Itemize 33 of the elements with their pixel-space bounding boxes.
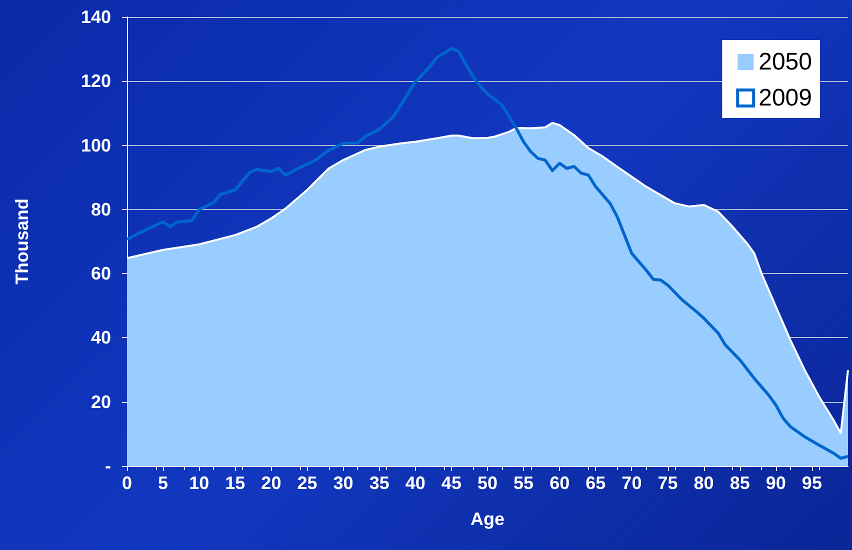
x-tick-label: 50	[477, 473, 498, 493]
x-tick-label: 75	[658, 473, 678, 493]
line-series	[126, 46, 850, 460]
y-tick-label: 120	[80, 71, 111, 92]
y-tick-label: 60	[90, 264, 111, 284]
x-axis-title: Age	[470, 509, 505, 529]
x-tick-label: 25	[297, 473, 318, 493]
y-tick-label: 100	[80, 135, 111, 156]
x-tick-label: 10	[189, 473, 210, 493]
x-tick-label: 95	[802, 473, 822, 493]
x-tick-label: 55	[514, 473, 534, 493]
x-tick-label: 65	[586, 473, 606, 493]
x-tick-label: 30	[333, 473, 354, 493]
y-tick-label: 140	[80, 7, 111, 27]
x-tick-label: 15	[225, 473, 246, 493]
x-tick-label: 90	[766, 473, 786, 493]
x-tick-label: 70	[622, 473, 642, 493]
y-axis-title: Thousand	[12, 198, 32, 284]
x-tick-label: 0	[122, 473, 132, 493]
x-tick-label: 60	[550, 473, 570, 493]
x-tick-label: 85	[730, 473, 750, 493]
x-tick-label: 35	[369, 473, 390, 493]
x-tick-label: 40	[405, 473, 426, 493]
x-tick-label: 80	[694, 473, 714, 493]
legend-label: 2009	[758, 84, 812, 112]
x-tick-label: 5	[158, 473, 168, 493]
y-tick-label: -	[105, 456, 111, 476]
x-tick-label: 45	[441, 473, 462, 493]
y-tick-label: 40	[90, 328, 111, 348]
x-tick-label: 20	[261, 473, 282, 493]
legend-label: 2050	[758, 48, 812, 76]
y-tick-label: 20	[90, 392, 111, 412]
y-tick-label: 80	[90, 199, 111, 220]
